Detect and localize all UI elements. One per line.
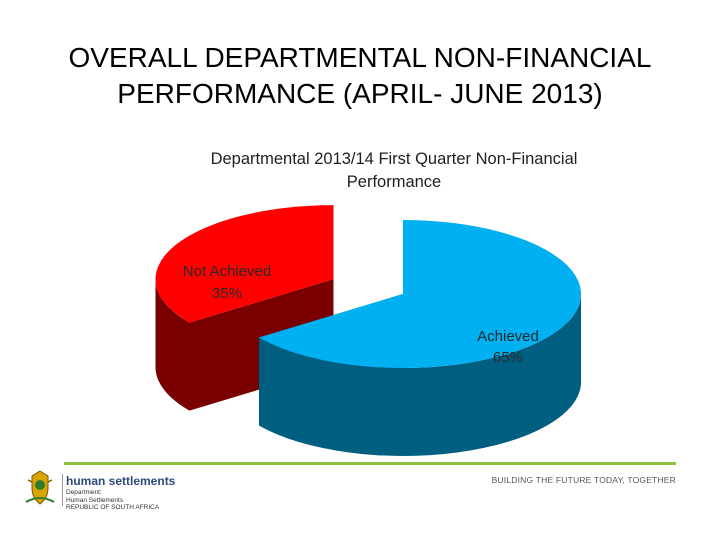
slice-label-not-achieved-value: 35%	[212, 285, 242, 302]
footer-accent-line	[64, 462, 676, 465]
footer-department: Department: Human Settlements REPUBLIC O…	[66, 489, 186, 512]
pie-side-achieved	[258, 294, 581, 456]
chart-title-line-2: Performance	[347, 173, 441, 191]
slice-label-achieved-value: 65%	[493, 349, 523, 366]
slide-title-line-2: PERFORMANCE (APRIL- JUNE 2013)	[117, 78, 603, 109]
footer-brand: human settlements	[66, 474, 176, 488]
pie-side-not-achieved	[155, 279, 190, 411]
slide-title: OVERALL DEPARTMENTAL NON-FINANCIAL PERFO…	[20, 40, 700, 112]
logo-separator	[62, 474, 63, 506]
slice-label-achieved-name: Achieved	[477, 328, 539, 345]
footer-department-line-1: Department:	[66, 489, 102, 496]
footer-department-line-2: Human Settlements	[66, 496, 124, 504]
footer-tagline: BUILDING THE FUTURE TODAY, TOGETHER	[491, 475, 676, 485]
pie-slice-not-achieved	[155, 205, 334, 323]
pie-slice-achieved	[258, 220, 582, 369]
slice-label-not-achieved-name: Not Achieved	[183, 263, 271, 280]
chart-title-line-1: Departmental 2013/14 First Quarter Non-F…	[211, 150, 578, 168]
slide-title-line-1: OVERALL DEPARTMENTAL NON-FINANCIAL	[68, 42, 652, 73]
coat-of-arms-icon	[25, 470, 55, 505]
footer-department-line-3: REPUBLIC OF SOUTH AFRICA	[66, 504, 160, 511]
